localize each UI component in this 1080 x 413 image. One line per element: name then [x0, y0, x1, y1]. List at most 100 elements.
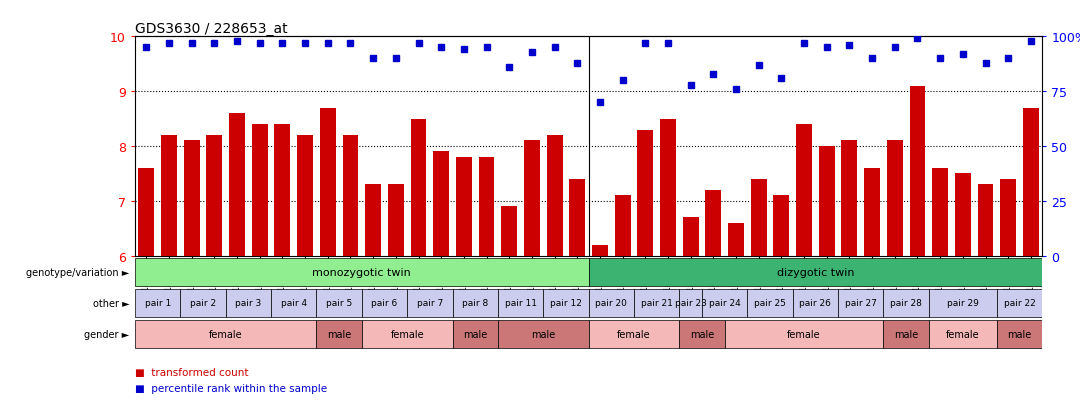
Bar — [1000, 179, 1016, 256]
Text: pair 20: pair 20 — [595, 299, 627, 308]
Bar — [543, 289, 589, 318]
Bar — [955, 174, 971, 256]
Bar — [342, 136, 359, 256]
Bar — [365, 185, 381, 256]
Bar — [362, 320, 453, 349]
Bar — [135, 258, 589, 287]
Bar — [498, 320, 589, 349]
Text: pair 8: pair 8 — [462, 299, 488, 308]
Bar — [932, 169, 948, 256]
Text: pair 23: pair 23 — [675, 299, 706, 308]
Bar — [498, 289, 543, 318]
Bar — [252, 125, 268, 256]
Bar — [316, 289, 362, 318]
Bar — [793, 289, 838, 318]
Bar — [501, 207, 517, 256]
Bar — [274, 125, 291, 256]
Text: male: male — [463, 329, 487, 339]
Bar — [184, 141, 200, 256]
Bar — [589, 258, 1042, 287]
Bar — [679, 289, 702, 318]
Text: pair 26: pair 26 — [799, 299, 832, 308]
Bar — [135, 320, 316, 349]
Text: gender ►: gender ► — [84, 329, 130, 339]
Bar — [841, 141, 858, 256]
Bar — [206, 136, 222, 256]
Bar — [997, 289, 1042, 318]
Text: pair 2: pair 2 — [190, 299, 216, 308]
Text: pair 11: pair 11 — [504, 299, 537, 308]
Bar — [909, 86, 926, 256]
Bar — [728, 223, 744, 256]
Bar — [320, 108, 336, 256]
Bar — [592, 245, 608, 256]
Bar — [929, 289, 997, 318]
Bar — [478, 157, 495, 256]
Text: pair 3: pair 3 — [235, 299, 261, 308]
Text: pair 4: pair 4 — [281, 299, 307, 308]
Bar — [569, 179, 585, 256]
Bar — [456, 157, 472, 256]
Text: female: female — [946, 329, 980, 339]
Text: pair 27: pair 27 — [845, 299, 877, 308]
Bar — [226, 289, 271, 318]
Text: pair 29: pair 29 — [947, 299, 978, 308]
Text: pair 7: pair 7 — [417, 299, 443, 308]
Bar — [388, 185, 404, 256]
Bar — [773, 196, 789, 256]
Text: pair 22: pair 22 — [1003, 299, 1036, 308]
Text: female: female — [617, 329, 651, 339]
Bar — [410, 119, 427, 256]
Text: male: male — [690, 329, 714, 339]
Bar — [316, 320, 362, 349]
Text: ■  transformed count: ■ transformed count — [135, 367, 248, 377]
Bar — [796, 125, 812, 256]
Bar — [453, 289, 498, 318]
Bar — [819, 147, 835, 256]
Text: pair 24: pair 24 — [708, 299, 741, 308]
Bar — [1023, 108, 1039, 256]
Bar — [297, 136, 313, 256]
Bar — [660, 119, 676, 256]
Bar — [683, 218, 699, 256]
Text: pair 12: pair 12 — [550, 299, 582, 308]
Text: monozygotic twin: monozygotic twin — [312, 267, 411, 277]
Bar — [705, 190, 721, 256]
Bar — [997, 320, 1042, 349]
Bar — [362, 289, 407, 318]
Bar — [864, 169, 880, 256]
Text: pair 6: pair 6 — [372, 299, 397, 308]
Bar — [138, 169, 154, 256]
Bar — [453, 320, 498, 349]
Text: GDS3630 / 228653_at: GDS3630 / 228653_at — [135, 22, 287, 36]
Text: female: female — [208, 329, 243, 339]
Bar — [725, 320, 883, 349]
Text: genotype/variation ►: genotype/variation ► — [26, 267, 130, 277]
Bar — [229, 114, 245, 256]
Text: female: female — [390, 329, 424, 339]
Bar — [977, 185, 994, 256]
Bar — [161, 136, 177, 256]
Bar — [524, 141, 540, 256]
Bar — [634, 289, 679, 318]
Text: other ►: other ► — [93, 298, 130, 308]
Bar — [747, 289, 793, 318]
Bar — [589, 320, 679, 349]
Text: male: male — [531, 329, 555, 339]
Text: pair 1: pair 1 — [145, 299, 171, 308]
Bar — [751, 179, 767, 256]
Text: dizygotic twin: dizygotic twin — [777, 267, 854, 277]
Bar — [433, 152, 449, 256]
Bar — [615, 196, 631, 256]
Text: male: male — [1008, 329, 1031, 339]
Bar — [883, 320, 929, 349]
Bar — [887, 141, 903, 256]
Bar — [929, 320, 997, 349]
Text: pair 5: pair 5 — [326, 299, 352, 308]
Text: pair 21: pair 21 — [640, 299, 673, 308]
Bar — [702, 289, 747, 318]
Bar — [679, 320, 725, 349]
Bar — [883, 289, 929, 318]
Bar — [407, 289, 453, 318]
Bar — [180, 289, 226, 318]
